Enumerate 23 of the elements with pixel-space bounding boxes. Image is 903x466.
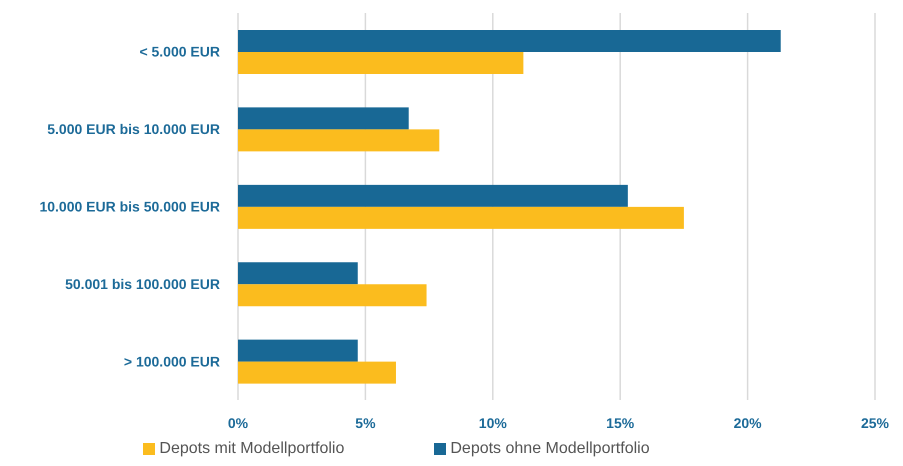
legend-label: Depots ohne Modellportfolio <box>450 440 650 457</box>
bar <box>238 362 396 384</box>
bar <box>238 107 409 130</box>
x-tick-label: 15% <box>606 414 635 431</box>
y-tick-label: < 5.000 EUR <box>139 44 220 60</box>
bar <box>238 206 684 229</box>
bar <box>238 284 427 306</box>
bar <box>238 30 781 52</box>
bar <box>238 262 358 284</box>
legend-label: Depots mit Modellportfolio <box>159 440 344 457</box>
y-tick-label: 5.000 EUR bis 10.000 EUR <box>47 121 220 138</box>
bar <box>238 52 524 74</box>
bar <box>238 184 628 207</box>
bar <box>238 340 358 362</box>
bar <box>238 129 440 152</box>
x-tick-label: 0% <box>228 414 249 431</box>
x-tick-label: 20% <box>734 414 762 431</box>
x-tick-label: 5% <box>355 414 376 431</box>
x-tick-label: 10% <box>478 414 508 431</box>
y-tick-label: 50.001 bis 100.000 EUR <box>65 276 220 292</box>
y-tick-label: > 100.000 EUR <box>124 353 220 370</box>
x-tick-label: 25% <box>860 414 890 431</box>
y-tick-label: 10.000 EUR bis 50.000 EUR <box>39 198 220 214</box>
